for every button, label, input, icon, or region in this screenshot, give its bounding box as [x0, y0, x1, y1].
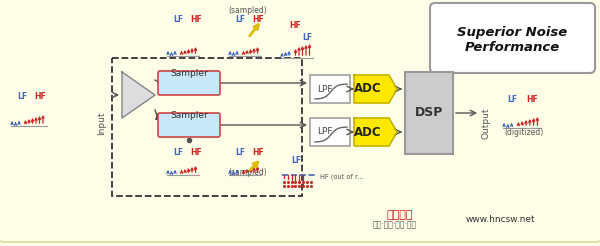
Text: 测试·仪器·工控·集成: 测试·仪器·工控·集成: [373, 220, 417, 230]
Text: LF: LF: [291, 156, 301, 165]
Text: HF: HF: [190, 148, 202, 157]
Text: HF: HF: [252, 148, 264, 157]
Text: www.hncsw.net: www.hncsw.net: [465, 215, 535, 225]
Text: ATI Block: ATI Block: [155, 113, 201, 123]
Polygon shape: [122, 72, 155, 118]
Text: LPF: LPF: [317, 127, 332, 137]
Text: HF (out of r...: HF (out of r...: [320, 173, 364, 180]
Text: Sampler: Sampler: [170, 70, 208, 78]
Text: HF: HF: [34, 92, 46, 101]
Polygon shape: [354, 75, 397, 103]
Text: LF: LF: [173, 148, 183, 157]
FancyBboxPatch shape: [158, 71, 220, 95]
Text: (sampled): (sampled): [229, 6, 268, 15]
Polygon shape: [354, 118, 397, 146]
Text: HF: HF: [190, 15, 202, 24]
Text: (digitized): (digitized): [505, 128, 544, 137]
Text: HF: HF: [526, 95, 538, 104]
Text: ADC: ADC: [354, 82, 382, 95]
Text: LF: LF: [173, 15, 183, 24]
Text: Sampler: Sampler: [170, 111, 208, 121]
FancyBboxPatch shape: [405, 72, 453, 154]
Text: (sampled): (sampled): [229, 168, 268, 177]
Text: Input: Input: [97, 111, 107, 135]
FancyBboxPatch shape: [310, 118, 350, 146]
Text: LF: LF: [507, 95, 517, 104]
Text: 艾克赛普: 艾克赛普: [387, 210, 413, 220]
Text: LF: LF: [302, 33, 312, 42]
Text: Superior Noise
Performance: Superior Noise Performance: [457, 26, 567, 54]
Text: HF: HF: [289, 21, 301, 30]
Text: LF: LF: [17, 92, 27, 101]
Text: Output: Output: [482, 107, 491, 139]
Text: LF: LF: [235, 148, 245, 157]
Text: LPF: LPF: [317, 84, 332, 93]
Text: DSP: DSP: [415, 107, 443, 120]
FancyBboxPatch shape: [310, 75, 350, 103]
Text: HF: HF: [252, 15, 264, 24]
FancyBboxPatch shape: [430, 3, 595, 73]
Text: LF: LF: [235, 15, 245, 24]
Text: ADC: ADC: [354, 125, 382, 138]
FancyBboxPatch shape: [158, 113, 220, 137]
